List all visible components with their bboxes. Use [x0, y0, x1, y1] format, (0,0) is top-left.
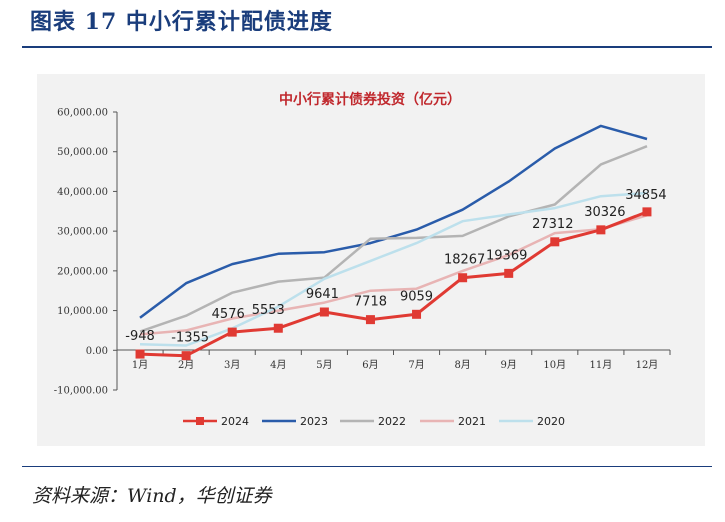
legend-item-2023: 2023 [262, 415, 328, 428]
data-point-2024 [365, 315, 375, 325]
legend-label: 2021 [458, 415, 486, 428]
data-label-2024: 9641 [306, 287, 339, 302]
legend-label: 2024 [221, 415, 249, 428]
x-tick-label: 12月 [636, 359, 659, 371]
x-tick-label: 8月 [454, 359, 470, 371]
y-tick-label: 10,000.00 [57, 306, 108, 317]
y-tick-label: 40,000.00 [57, 187, 108, 198]
data-label-2024: 18267 [444, 253, 485, 268]
data-point-2024 [504, 268, 514, 278]
top-rule [22, 46, 712, 48]
x-tick-label: 6月 [362, 359, 378, 371]
data-label-2024: 5553 [252, 303, 285, 318]
x-tick-label: 3月 [224, 359, 240, 371]
y-tick-label: 20,000.00 [57, 266, 108, 277]
data-point-2024 [458, 273, 468, 283]
y-tick-label: 60,000.00 [57, 108, 108, 119]
legend-label: 2020 [537, 415, 565, 428]
data-label-2024: 34854 [625, 188, 666, 203]
data-point-2024 [550, 237, 560, 247]
source-note: 资料来源：Wind，华创证券 [32, 485, 272, 507]
data-label-2024: 7718 [354, 295, 387, 310]
chart-title: 中小行累计债券投资（亿元） [279, 91, 461, 108]
data-point-2024 [596, 225, 606, 235]
data-label-2024: -948 [125, 329, 155, 344]
data-label-2024: 19369 [486, 248, 527, 263]
data-point-2024 [181, 351, 191, 361]
legend-item-2022: 2022 [340, 415, 406, 428]
x-tick-label: 11月 [590, 359, 613, 371]
figure-title: 图表 17 中小行累计配债进度 [30, 9, 333, 35]
x-tick-label: 10月 [543, 359, 566, 371]
series-line-2020 [139, 191, 648, 347]
x-tick-label: 4月 [270, 359, 286, 371]
data-label-2024: -1355 [171, 331, 209, 346]
y-tick-label: -10,000.00 [54, 386, 108, 397]
series-line-2022 [139, 145, 648, 333]
legend-item-2021: 2021 [420, 415, 486, 428]
legend-label: 2022 [378, 415, 406, 428]
data-point-2024 [412, 309, 422, 319]
y-tick-label: 0.00 [86, 346, 108, 357]
data-label-2024: 27312 [532, 217, 573, 232]
x-tick-label: 7月 [408, 359, 424, 371]
x-tick-label: 1月 [132, 359, 148, 371]
data-label-2024: 9059 [400, 289, 433, 304]
bottom-rule [22, 466, 712, 467]
data-point-2024 [642, 207, 652, 217]
legend-item-2024: 2024 [183, 415, 249, 428]
x-tick-label: 9月 [501, 359, 517, 371]
series-line-2021 [139, 214, 648, 336]
legend-item-2020: 2020 [499, 415, 565, 428]
y-tick-label: 30,000.00 [57, 227, 108, 238]
x-tick-label: 2月 [178, 359, 194, 371]
series-line-2024 [139, 210, 648, 358]
y-tick-label: 50,000.00 [57, 147, 108, 158]
x-tick-label: 5月 [316, 359, 332, 371]
data-point-2024 [273, 323, 283, 333]
data-point-2024 [319, 307, 329, 317]
data-label-2024: 4576 [212, 307, 245, 322]
data-point-2024 [227, 327, 237, 337]
series-line-2023 [139, 124, 648, 319]
legend-label: 2023 [300, 415, 328, 428]
data-point-2024 [135, 349, 145, 359]
legend-marker [196, 417, 204, 425]
data-label-2024: 30326 [584, 205, 625, 220]
